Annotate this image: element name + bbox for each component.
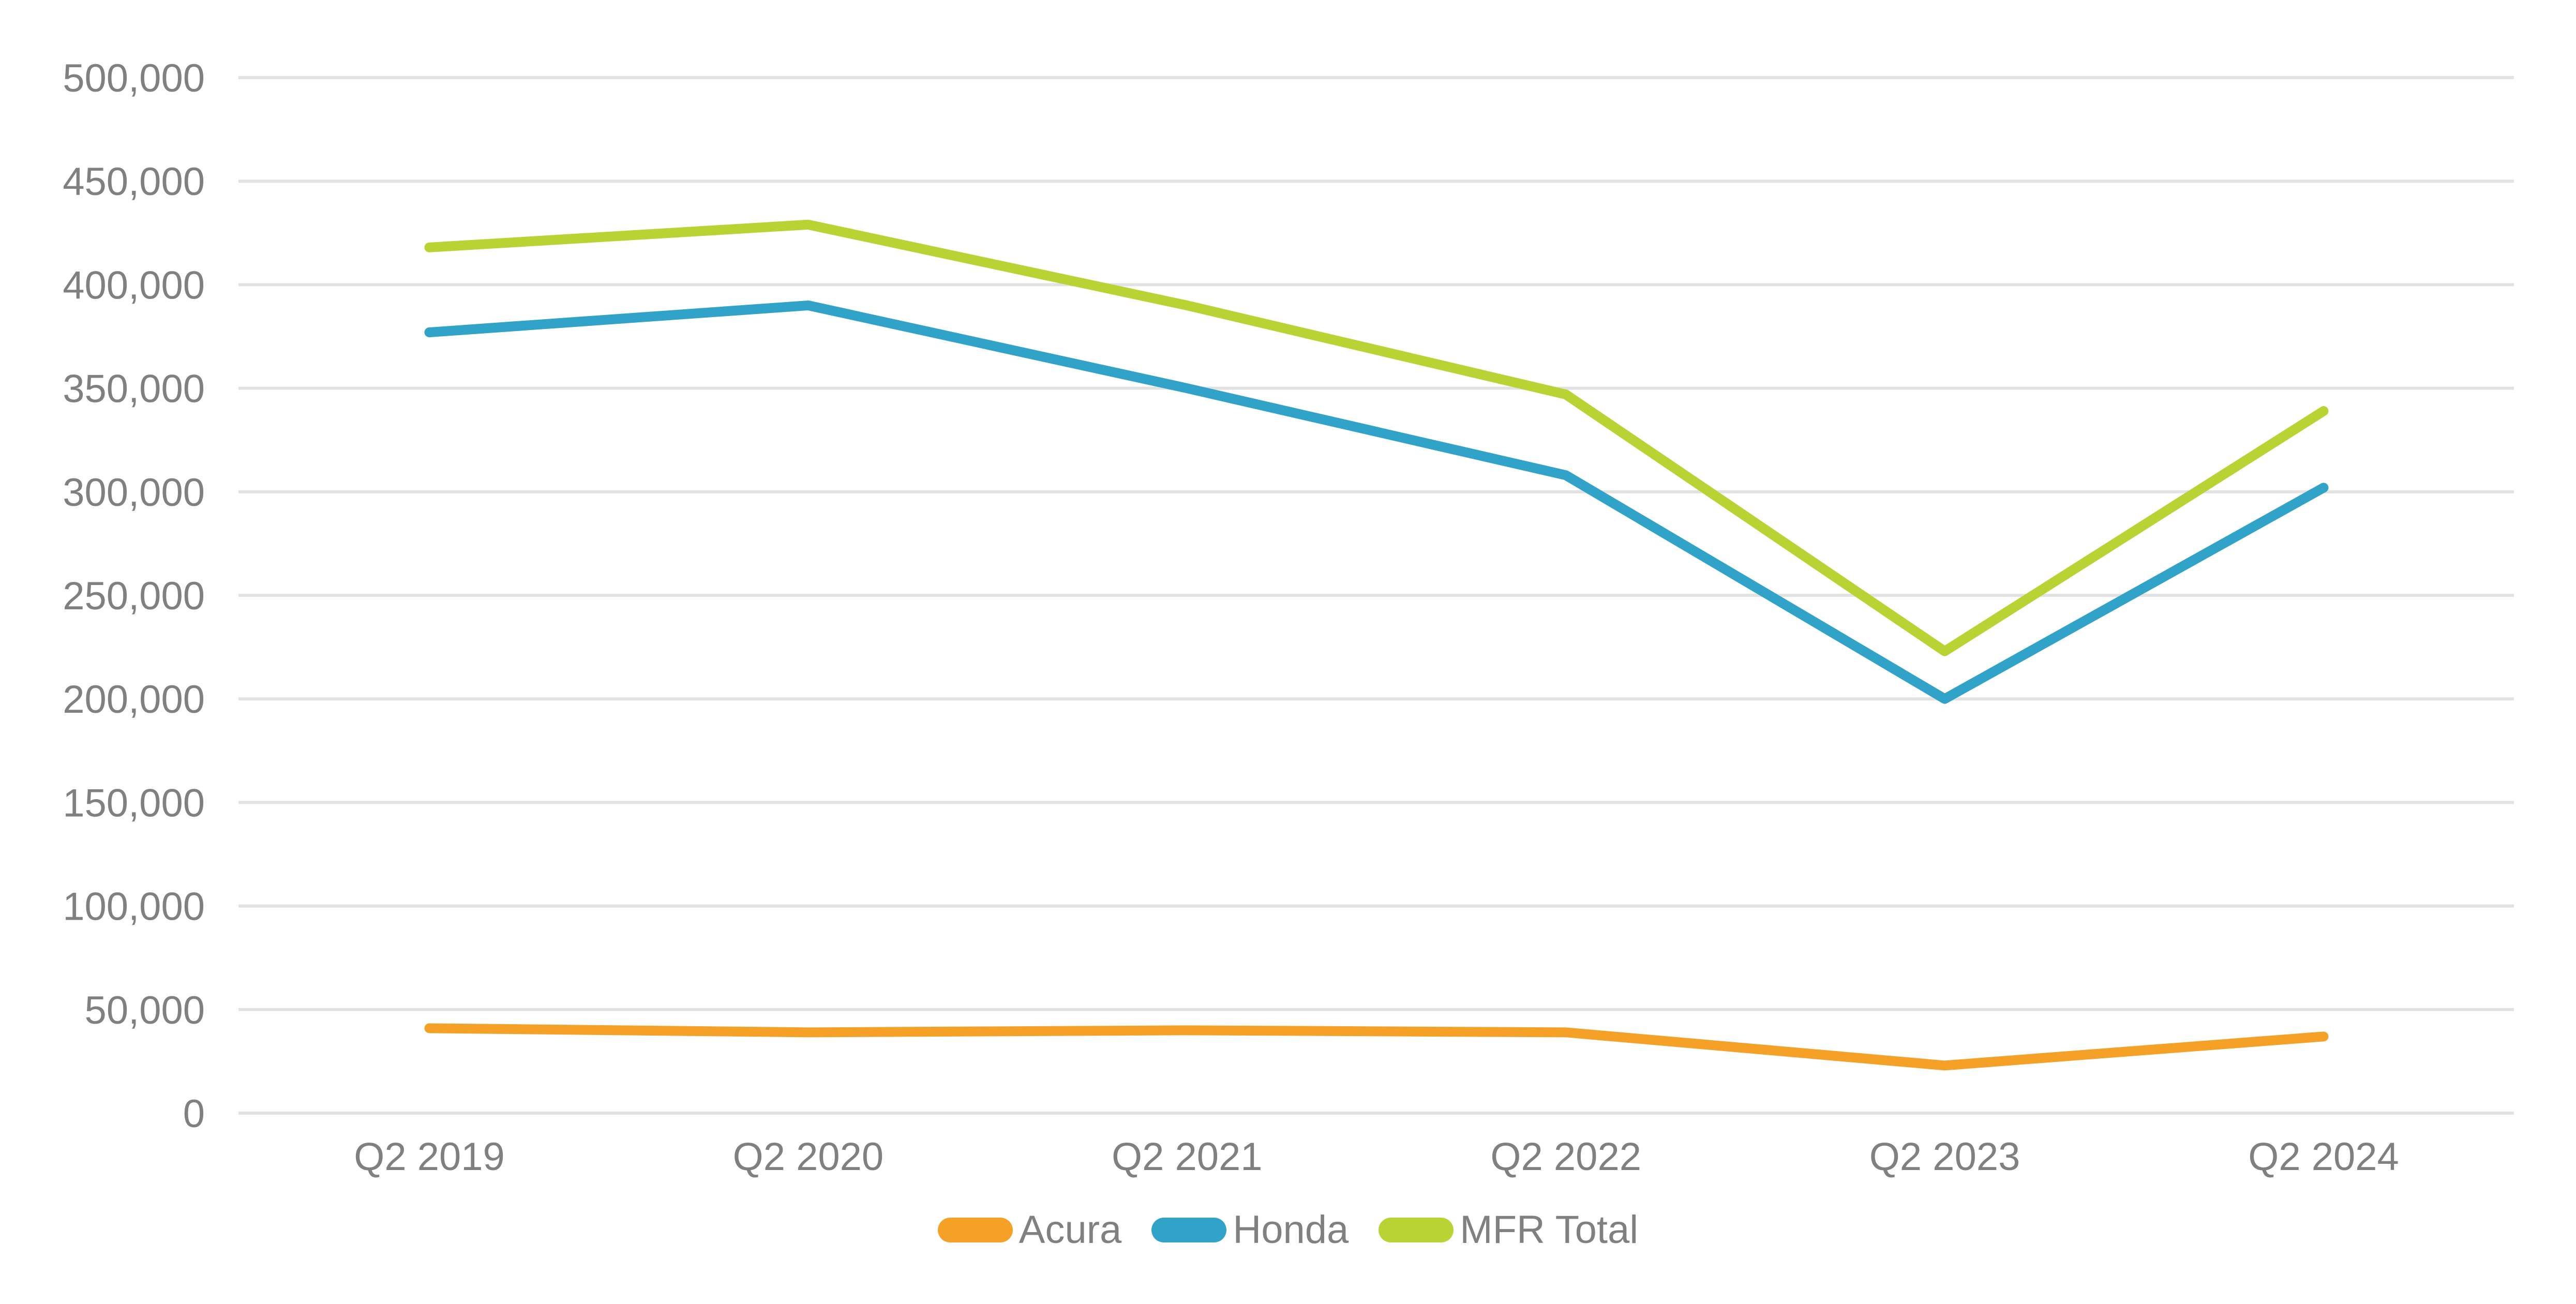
x-tick-label: Q2 2024 bbox=[2248, 1135, 2399, 1179]
x-tick-label: Q2 2019 bbox=[354, 1135, 505, 1179]
x-axis-labels: Q2 2019 Q2 2020 Q2 2021 Q2 2022 Q2 2023 Q2 20… bbox=[354, 1135, 2399, 1179]
y-tick-label: 250,000 bbox=[63, 574, 205, 618]
y-tick-label: 0 bbox=[183, 1092, 205, 1136]
series-line-mfr-total bbox=[424, 219, 2329, 656]
y-tick-label: 400,000 bbox=[63, 263, 205, 307]
series-lines bbox=[424, 219, 2329, 1071]
x-tick-label: Q2 2021 bbox=[1112, 1135, 1263, 1179]
x-tick-label: Q2 2020 bbox=[733, 1135, 884, 1179]
y-tick-label: 100,000 bbox=[63, 885, 205, 929]
y-tick-label: 50,000 bbox=[85, 988, 205, 1032]
y-tick-label: 350,000 bbox=[63, 367, 205, 411]
x-tick-label: Q2 2023 bbox=[1869, 1135, 2020, 1179]
y-tick-label: 500,000 bbox=[63, 56, 205, 100]
series-line-acura bbox=[424, 1023, 2329, 1071]
y-axis-labels: 0 50,000 100,000 150,000 200,000 250,000 300,0… bbox=[63, 56, 205, 1136]
x-tick-label: Q2 2022 bbox=[1490, 1135, 1641, 1179]
y-tick-label: 150,000 bbox=[63, 781, 205, 825]
y-tick-label: 200,000 bbox=[63, 678, 205, 722]
series-line-honda bbox=[424, 300, 2329, 704]
y-tick-label: 300,000 bbox=[63, 471, 205, 515]
gridlines bbox=[238, 76, 2514, 1115]
y-tick-label: 450,000 bbox=[63, 160, 205, 204]
